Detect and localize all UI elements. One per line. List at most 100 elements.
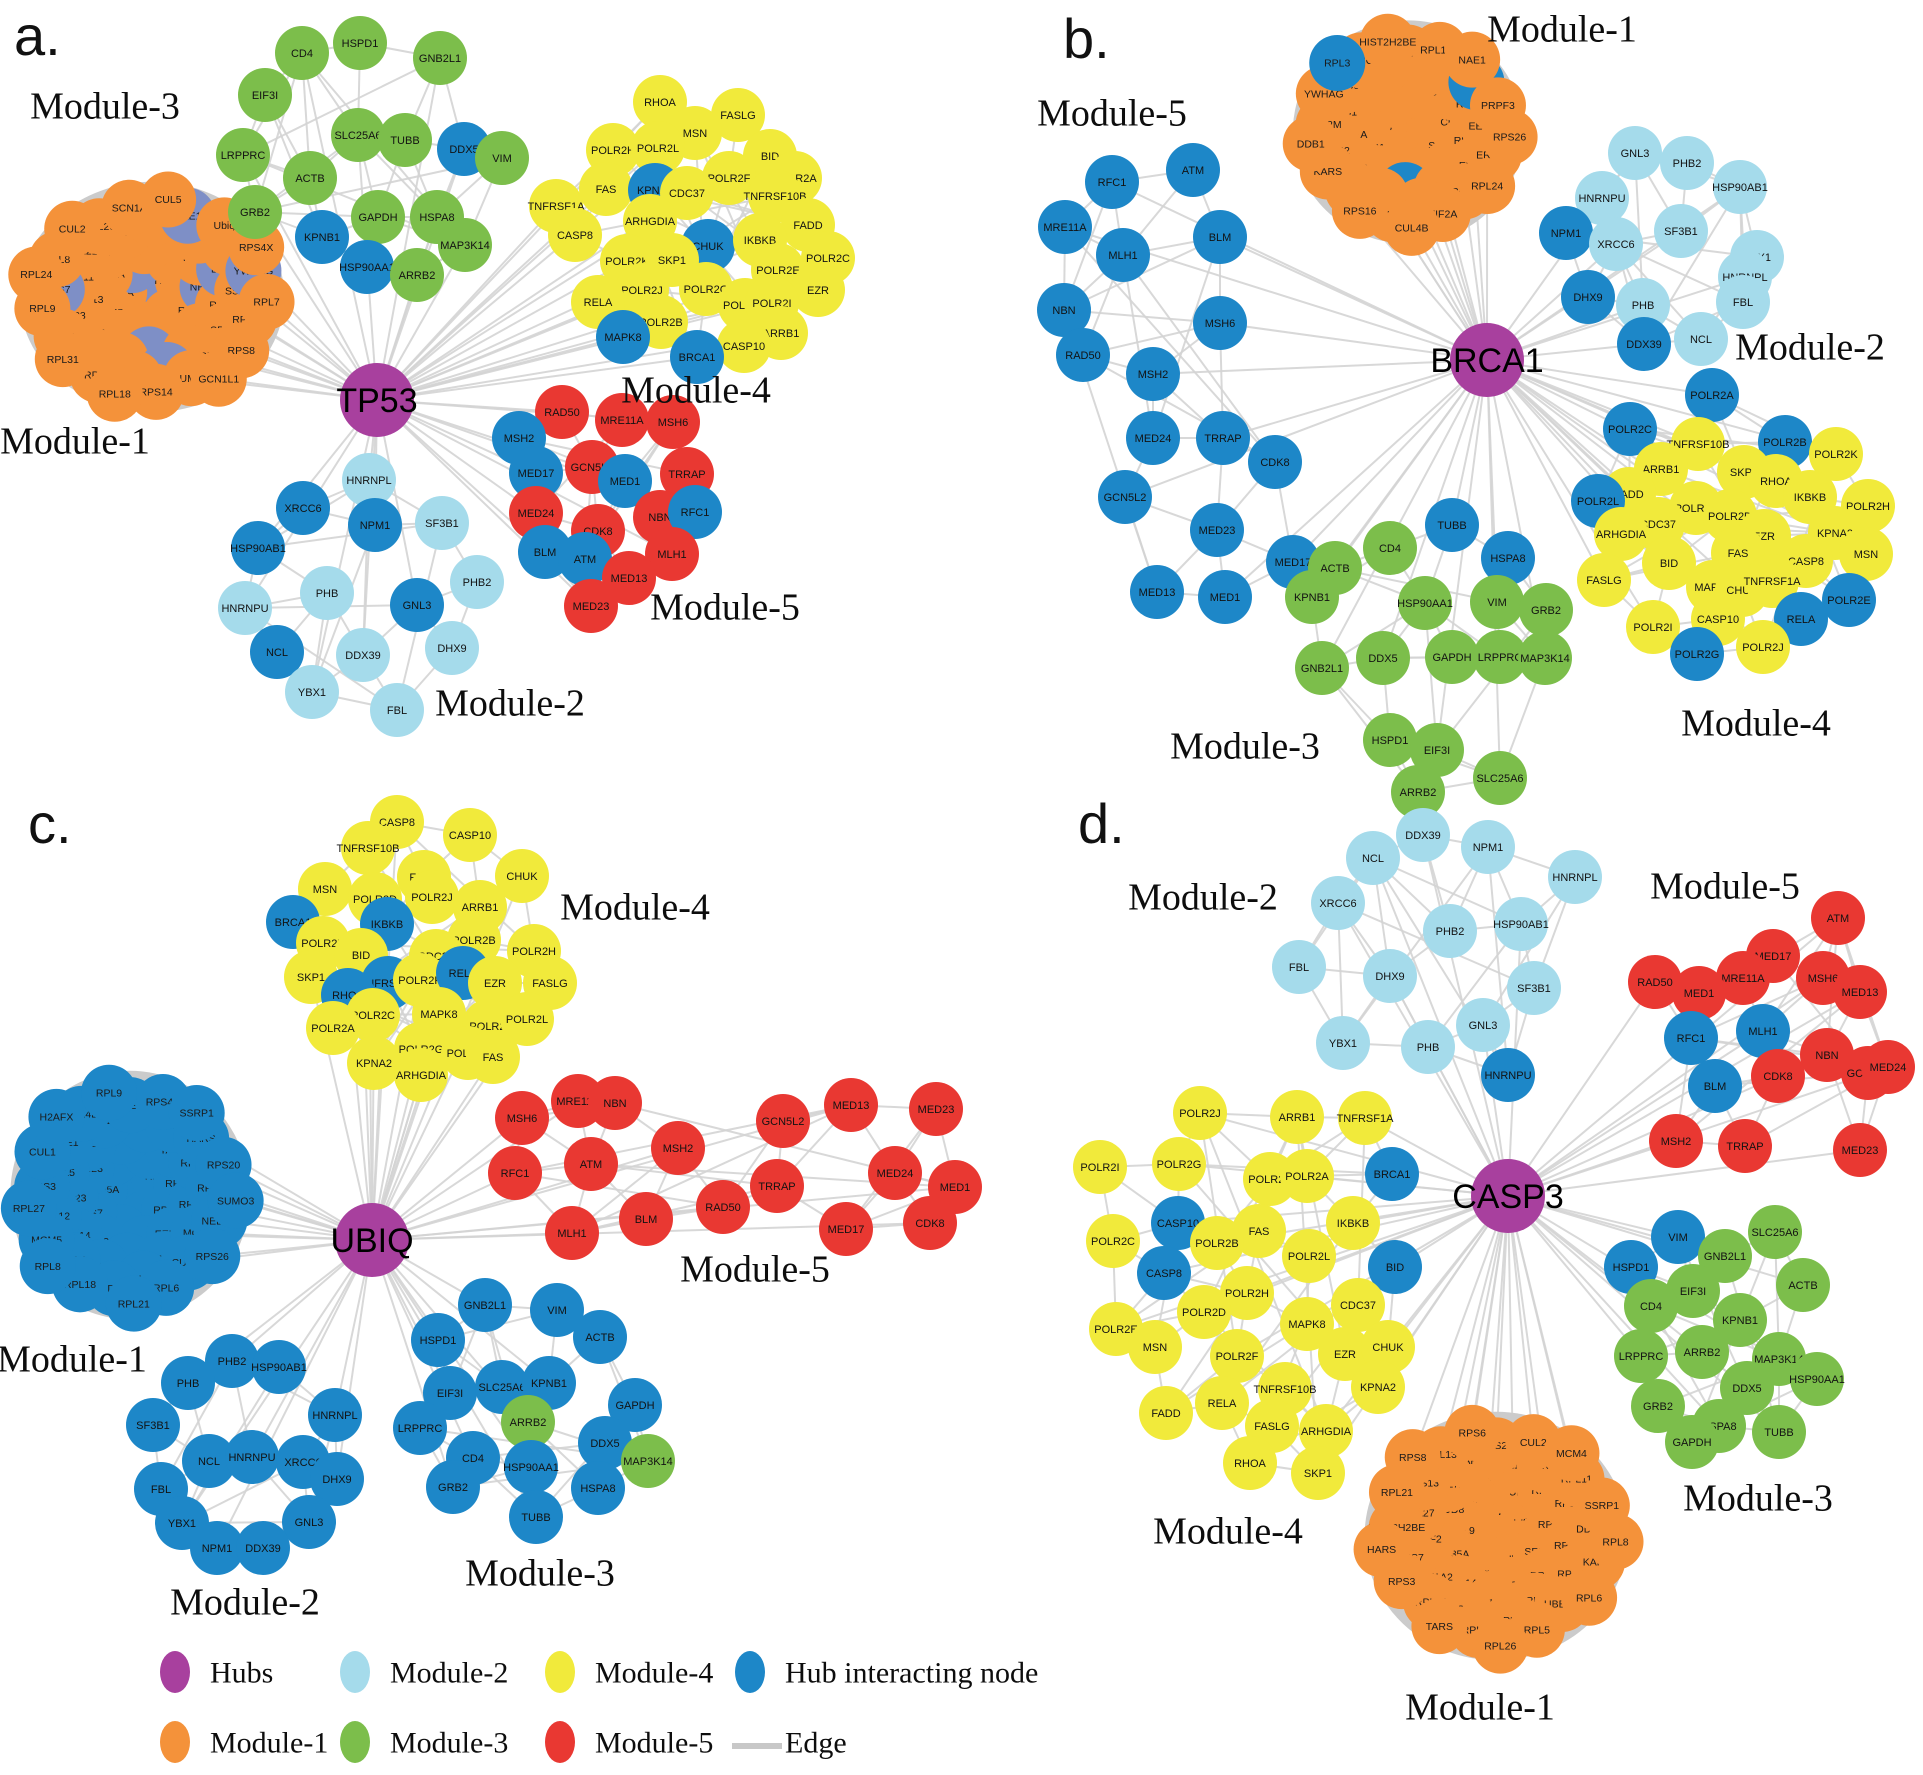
node-DDX39 [236,1521,290,1575]
node-label-MSH6: MSH6 [1808,973,1839,985]
node-label-DHX9: DHX9 [437,643,466,655]
node-label-POLR2J: POLR2J [1179,1108,1221,1120]
node-label-SLC25A6: SLC25A6 [1476,773,1523,785]
node-label-RPL31: RPL31 [47,354,79,366]
node-label-POLR2B: POLR2B [639,317,682,329]
hub-edge [1507,1195,1535,1443]
node-label-CDC37: CDC37 [669,188,705,200]
node-HARS [1353,1521,1410,1578]
node-RFC1 [488,1146,542,1200]
node-BID [1368,1240,1422,1294]
module-label-d-Module-2: Module-2 [1128,876,1278,918]
node-label-ACTB: ACTB [1320,563,1349,575]
node-label-CASP8: CASP8 [557,230,593,242]
hub-edge [1219,322,1488,361]
node-LRPPRC [216,128,270,182]
hub-CASP3 [1471,1159,1545,1233]
node-label-ATM: ATM [574,554,596,566]
node-label-CDC37: CDC37 [1340,1300,1376,1312]
node-label-POLR2B: POLR2B [452,935,495,947]
hub-edge [311,399,378,693]
node-label-YBX1: YBX1 [1329,1038,1357,1050]
node-label-PHB2: PHB2 [1673,158,1702,170]
node-GNB2L1 [1698,1229,1752,1283]
node-HSP90AA1 [504,1440,558,1494]
module-label-d-Module-3: Module-3 [1683,1477,1833,1519]
node-label-CHUK: CHUK [1372,1342,1404,1354]
node-CD4 [1363,521,1417,575]
node-MAP3K14 [621,1434,675,1488]
node-HNRNPU [218,581,272,635]
node-DHX9 [425,621,479,675]
node-label-RPS20: RPS20 [207,1159,240,1171]
node-GCN5L2 [1098,470,1152,524]
node-FAS [466,1030,520,1084]
node-label-POLR2C: POLR2C [351,1010,395,1022]
node-NBN [1800,1028,1854,1082]
node-label-POLR2G: POLR2G [1157,1159,1202,1171]
node-TRRAP [1196,411,1250,465]
node-label-RPS6: RPS6 [1459,1428,1487,1440]
node-label-POLR2C: POLR2C [1091,1236,1135,1248]
node-VIM [475,131,529,185]
node-HNRNPU [1575,171,1629,225]
node-TUBB [509,1490,563,1544]
edge [254,52,303,213]
node-GNL3 [390,578,444,632]
node-label-HNRNPL: HNRNPL [346,475,391,487]
node-label-MAP3K14: MAP3K14 [440,240,490,252]
edge [590,1163,778,1187]
node-label-FAS: FAS [1728,548,1749,560]
node-label-CUL5: CUL5 [155,194,182,206]
node-label-DHX9: DHX9 [1375,971,1404,983]
node-label-RPL26: RPL26 [1484,1640,1516,1652]
node-TRRAP [750,1159,804,1213]
node-HSPD1 [333,16,387,70]
nodes-layer-b: RPL23RPS13RPL35ARPL12RPL6CUL1RPL18HARSSC… [1037,13,1895,819]
node-RFC1 [668,485,722,539]
legend-label-Module-2: Module-2 [390,1657,508,1690]
node-TARS [1411,1598,1468,1655]
node-SSRP1 [168,1084,225,1141]
node-GRB2 [1631,1379,1685,1433]
edge [1372,857,1522,925]
node-label-RAD50: RAD50 [1065,350,1100,362]
node-label-ARRB2: ARRB2 [399,270,436,282]
legend-label-Edge: Edge [785,1727,847,1760]
legend-swatch-Module-4 [545,1651,575,1693]
node-label-KPNA2: KPNA2 [356,1058,392,1070]
node-label-SSRP1: SSRP1 [179,1108,214,1120]
node-label-BID: BID [761,151,779,163]
node-ATM [1811,891,1865,945]
node-POLR2J [1736,620,1790,674]
node-FBL [1716,275,1770,329]
panel-b: RPL23RPS13RPL35ARPL12RPL6CUL1RPL18HARSSC… [1037,7,1895,819]
node-SF3B1 [1654,204,1708,258]
module-label-b-Module-2: Module-2 [1735,326,1885,368]
node-label-NCL: NCL [266,647,288,659]
node-label-MED17: MED17 [518,468,555,480]
node-label-FBL: FBL [387,705,407,717]
node-ARRB2 [390,248,444,302]
hub-edge [376,356,698,401]
node-label-XRCC6: XRCC6 [284,503,321,515]
node-DHX9 [310,1452,364,1506]
node-POLR2F [1210,1329,1264,1383]
edge [1152,236,1221,439]
node-label-BLM: BLM [1704,1081,1727,1093]
node-label-MED17: MED17 [1755,951,1792,963]
hub-edge [1124,359,1488,498]
node-label-RPS3: RPS3 [1388,1576,1416,1588]
node-EIF3I [423,1366,477,1420]
node-label-KPNA2: KPNA2 [1817,528,1853,540]
node-label-RPL24: RPL24 [20,269,52,281]
node-GNB2L1 [458,1278,512,1332]
node-label-BID: BID [1660,558,1678,570]
legend-label-Module-5: Module-5 [595,1727,713,1760]
hub-edge [1199,1112,1509,1197]
node-RPL31 [34,331,91,388]
node-MED23 [909,1082,963,1136]
node-label-POLR2E: POLR2E [301,938,344,950]
node-label-MSH6: MSH6 [1205,318,1236,330]
node-SUMO3 [207,1172,264,1229]
